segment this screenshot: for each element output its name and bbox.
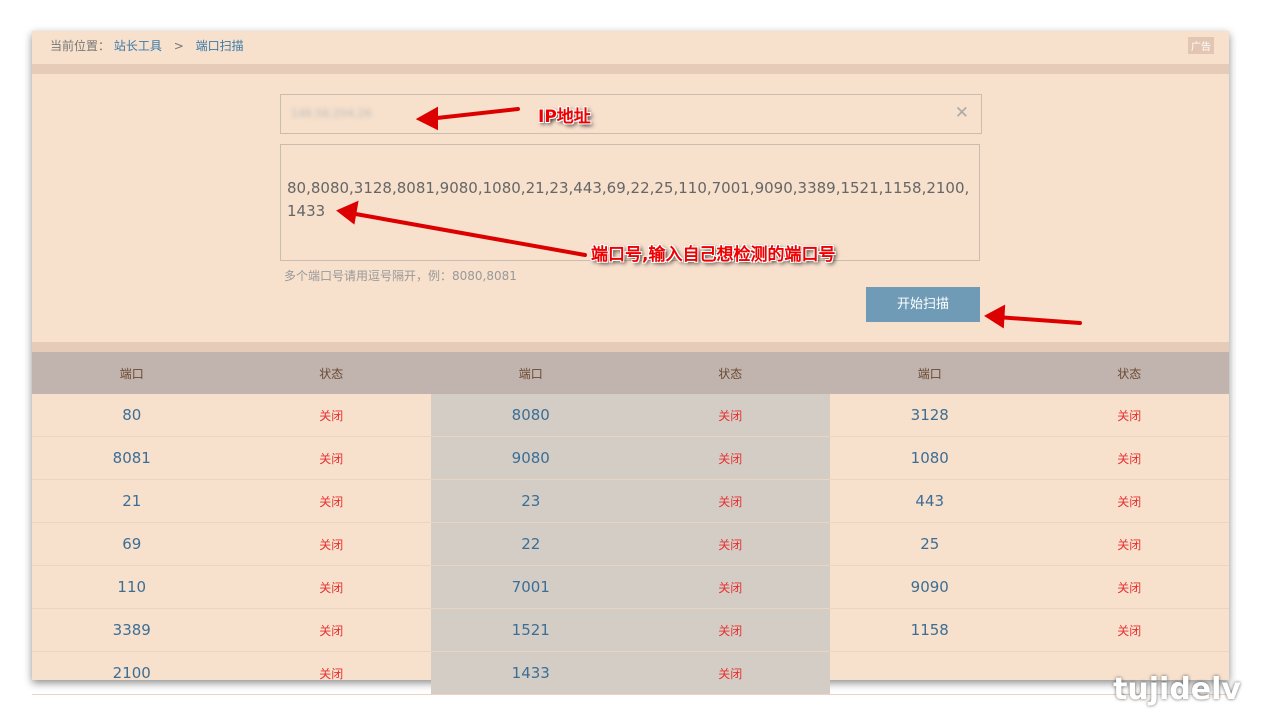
port-status: 关闭 <box>630 522 830 566</box>
breadcrumb-home-link[interactable]: 站长工具 <box>113 39 162 53</box>
port-status: 关闭 <box>630 394 830 437</box>
port-number: 1158 <box>830 608 1030 652</box>
column-header: 状态 <box>231 352 431 394</box>
breadcrumb-label: 当前位置： <box>50 39 111 53</box>
arrow-head <box>984 304 1006 329</box>
port-status: 关闭 <box>1029 436 1229 480</box>
column-header: 端口 <box>32 352 232 394</box>
start-scan-button[interactable]: 开始扫描 <box>866 287 980 322</box>
annotation-ports: 端口号,输入自己想检测的端口号 <box>591 245 836 265</box>
port-status: 关闭 <box>630 651 830 695</box>
arrow-ports <box>348 211 587 257</box>
port-status: 关闭 <box>630 608 830 652</box>
port-status: 关闭 <box>231 522 431 566</box>
port-number: 3128 <box>830 394 1030 437</box>
port-number: 9090 <box>830 565 1030 609</box>
port-number: 443 <box>830 479 1030 523</box>
port-number: 1521 <box>431 608 631 652</box>
port-number: 1080 <box>830 436 1030 480</box>
port-number: 7001 <box>431 565 631 609</box>
breadcrumb: 当前位置： 站长工具 > 端口扫描 <box>50 37 244 54</box>
table-row: 110 关闭 7001 关闭 9090 关闭 <box>32 565 1229 609</box>
port-scan-panel: 当前位置： 站长工具 > 端口扫描 广告 146.56.204.26 ✕ 80,… <box>32 31 1229 695</box>
port-number: 8081 <box>32 436 232 480</box>
table-row: 69 关闭 22 关闭 25 关闭 <box>32 522 1229 566</box>
ports-hint: 多个端口号请用逗号隔开，例：8080,8081 <box>284 269 517 283</box>
port-status: 关闭 <box>231 565 431 609</box>
port-status: 关闭 <box>231 436 431 480</box>
port-status: 关闭 <box>231 608 431 652</box>
port-status <box>1029 651 1229 695</box>
port-number: 3389 <box>32 608 232 652</box>
arrow-head <box>415 106 438 131</box>
port-status: 关闭 <box>1029 608 1229 652</box>
port-number: 21 <box>32 479 232 523</box>
port-number: 1433 <box>431 651 631 695</box>
column-header: 端口 <box>830 352 1030 394</box>
port-number: 80 <box>32 394 232 437</box>
breadcrumb-current[interactable]: 端口扫描 <box>195 39 244 53</box>
port-number: 8080 <box>431 394 631 437</box>
annotation-ip: IP地址 <box>538 107 591 127</box>
port-status: 关闭 <box>1029 394 1229 437</box>
table-row: 21 关闭 23 关闭 443 关闭 <box>32 479 1229 523</box>
divider <box>32 342 1229 352</box>
port-status: 关闭 <box>1029 565 1229 609</box>
arrow-button <box>995 315 1082 325</box>
column-header: 状态 <box>630 352 830 394</box>
port-status: 关闭 <box>1029 522 1229 566</box>
port-status: 关闭 <box>630 436 830 480</box>
table-row: 8081 关闭 9080 关闭 1080 关闭 <box>32 436 1229 480</box>
port-number: 22 <box>431 522 631 566</box>
arrow-head <box>336 200 359 225</box>
port-number: 2100 <box>32 651 232 695</box>
watermark: tujidelv <box>1113 672 1241 707</box>
table-row: 80 关闭 8080 关闭 3128 关闭 <box>32 394 1229 437</box>
column-header: 状态 <box>1029 352 1229 394</box>
breadcrumb-separator: > <box>173 39 184 53</box>
ip-input[interactable]: 146.56.204.26 ✕ <box>280 94 982 134</box>
port-number: 9080 <box>431 436 631 480</box>
ip-value: 146.56.204.26 <box>291 107 372 120</box>
port-number: 25 <box>830 522 1030 566</box>
arrow-ip <box>426 107 520 121</box>
port-status: 关闭 <box>1029 479 1229 523</box>
column-header: 端口 <box>431 352 631 394</box>
results-table: 端口 状态 端口 状态 端口 状态 80 关闭 8080 关闭 3128 关闭 8081 关闭 9080 关… <box>32 352 1229 695</box>
port-number <box>830 651 1030 695</box>
table-row: 3389 关闭 1521 关闭 1158 关闭 <box>32 608 1229 652</box>
clear-icon[interactable]: ✕ <box>954 103 969 123</box>
divider <box>32 64 1229 74</box>
port-number: 69 <box>32 522 232 566</box>
port-status: 关闭 <box>630 479 830 523</box>
table-row: 2100 关闭 1433 关闭 <box>32 651 1229 695</box>
port-status: 关闭 <box>630 565 830 609</box>
port-number: 23 <box>431 479 631 523</box>
port-number: 110 <box>32 565 232 609</box>
port-status: 关闭 <box>231 479 431 523</box>
ports-textarea[interactable]: 80,8080,3128,8081,9080,1080,21,23,443,69… <box>280 144 980 261</box>
port-status: 关闭 <box>231 651 431 695</box>
ad-badge[interactable]: 广告 <box>1188 37 1214 54</box>
port-status: 关闭 <box>231 394 431 437</box>
